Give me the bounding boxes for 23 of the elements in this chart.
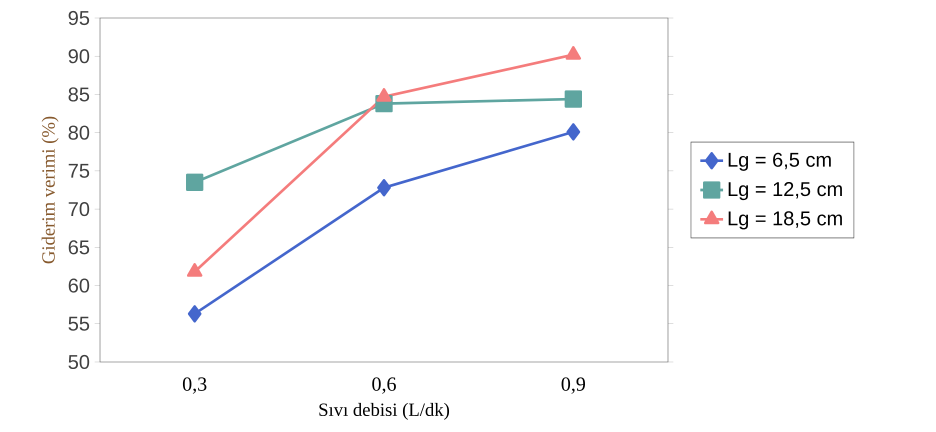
point bbox=[188, 305, 202, 322]
x-axis-title: Sıvı debisi (L/dk) bbox=[319, 402, 450, 420]
y-tick-label: 70 bbox=[68, 202, 90, 216]
point bbox=[566, 123, 580, 141]
y-tick-label: 95 bbox=[68, 10, 90, 26]
point bbox=[377, 179, 391, 196]
legend-label: Lg = 18,5 cm bbox=[728, 211, 842, 230]
point bbox=[564, 90, 582, 108]
x-tick-label: 0,9 bbox=[562, 377, 586, 394]
y-tick-label: 55 bbox=[68, 316, 90, 331]
y-tick-label: 65 bbox=[68, 240, 90, 254]
y-axis-title: Giderim verimi (%) bbox=[42, 116, 59, 264]
legend-label: Lg = 6,5 cm bbox=[728, 152, 831, 171]
y-tick-label: 85 bbox=[68, 87, 90, 102]
y-tick-label: 80 bbox=[68, 126, 90, 140]
x-tick-label: 0,6 bbox=[372, 377, 396, 394]
point bbox=[186, 174, 204, 192]
x-tick-label: 0,3 bbox=[182, 377, 206, 394]
y-tick-label: 50 bbox=[68, 354, 90, 370]
y-tick-label: 90 bbox=[68, 49, 90, 64]
y-tick-label: 75 bbox=[68, 164, 90, 178]
y-tick-label: 60 bbox=[68, 278, 90, 293]
legend-label: Lg = 12,5 cm bbox=[728, 182, 842, 200]
